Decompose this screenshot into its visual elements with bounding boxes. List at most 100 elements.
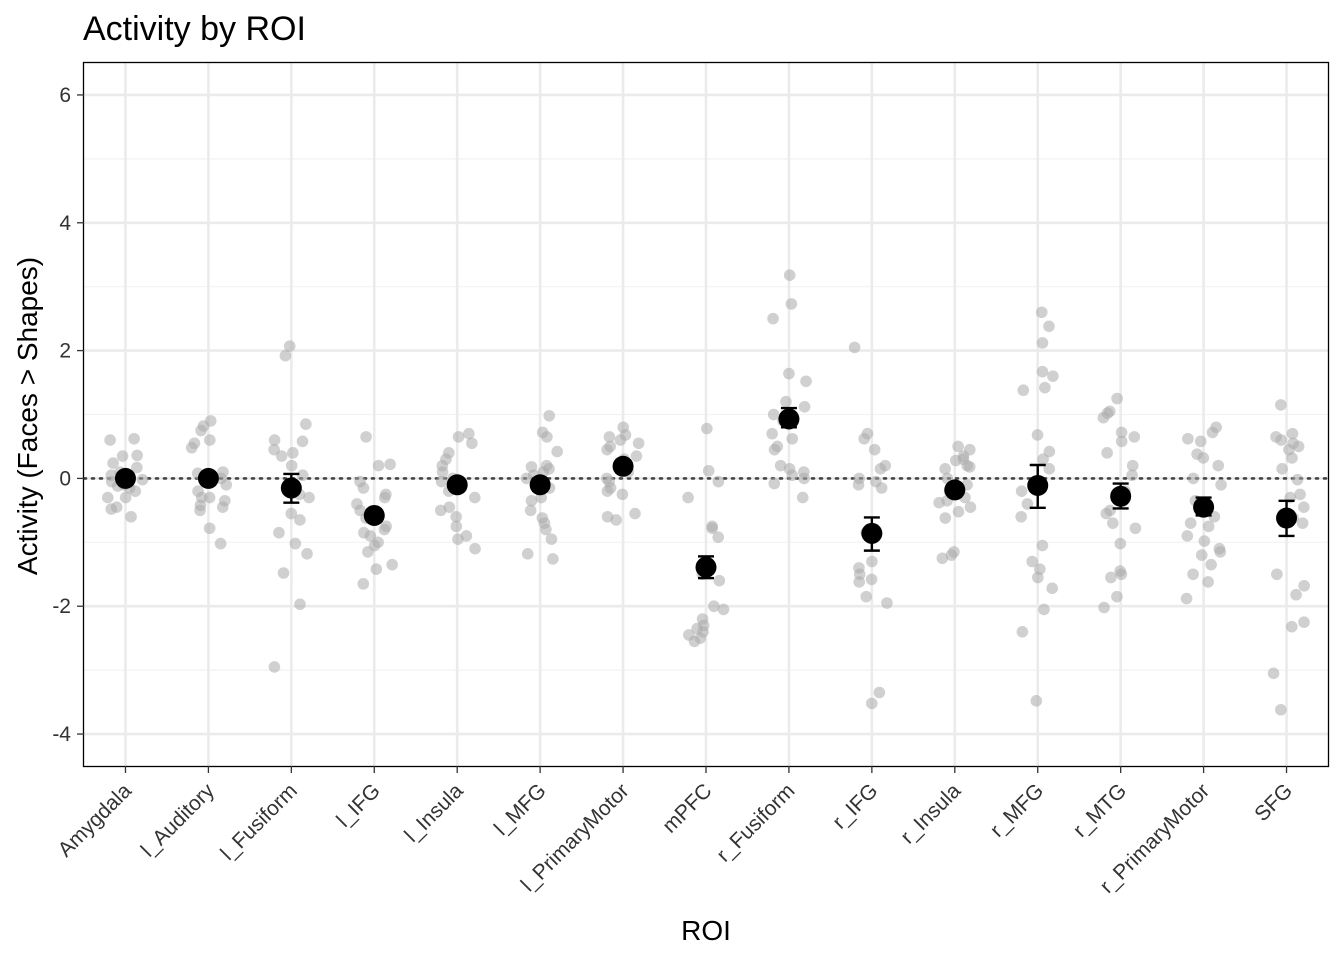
data-point [543,409,556,422]
data-point [800,375,812,388]
data-point [466,437,478,450]
data-point [786,432,799,445]
data-point [105,503,118,515]
data-point [1205,558,1217,571]
data-point [1115,426,1128,439]
data-point [1214,546,1227,558]
data-point [783,367,795,380]
data-point [105,475,118,488]
data-point [1036,337,1049,349]
data-point [469,542,481,555]
data-point [119,491,132,504]
data-point [881,597,893,609]
data-point [1111,590,1123,603]
data-point [275,450,288,462]
data-point [107,457,119,469]
data-point [766,427,778,440]
data-point [1286,427,1299,440]
x-tick-label: Amygdala [54,779,137,862]
data-point [798,472,810,485]
data-point [300,418,312,430]
data-point [521,548,534,560]
data-point [547,553,559,565]
data-point [713,574,726,587]
data-point [1215,479,1227,491]
y-axis-ticks: -4 -2 0 2 4 6 [52,84,84,746]
data-point [1015,510,1027,523]
data-point [701,422,713,435]
mean-point [1110,485,1132,507]
data-point [796,491,809,504]
data-point [194,499,207,512]
data-point [551,445,564,458]
data-point [1097,411,1110,424]
data-point [688,635,701,648]
y-tick-label: -4 [52,723,71,746]
data-point [386,558,398,571]
x-axis-title: ROI [681,915,731,946]
data-point [964,501,977,513]
mean-point [1027,474,1049,496]
data-point [450,510,463,523]
data-point [1031,429,1044,441]
data-point [203,434,216,446]
data-point [601,443,613,456]
data-point [1291,473,1304,486]
data-point [357,578,370,590]
x-tick-label: l_IFG [332,779,385,832]
data-point [1047,370,1059,382]
data-point [1285,620,1298,633]
data-point [1115,435,1128,448]
data-point [1197,452,1210,464]
data-point [289,537,302,550]
mean-point [114,467,136,489]
mean-point [280,477,302,499]
data-point [268,434,281,446]
data-point [874,463,887,475]
data-point [708,600,720,613]
y-tick-label: -2 [52,595,71,618]
data-point [1016,625,1029,638]
x-tick-label: r_IFG [828,779,882,833]
data-point [1292,440,1305,453]
y-axis-title: Activity (Faces > Shapes) [12,257,43,575]
data-point [1206,426,1219,439]
data-point [545,533,558,545]
data-point [362,546,374,558]
data-point [1036,365,1049,378]
data-point [1015,485,1028,497]
data-point [452,431,465,443]
data-point [610,514,622,526]
data-point [463,427,475,440]
data-point [866,555,878,568]
individual-points [101,269,1310,716]
data-point [1275,703,1287,716]
data-point [296,435,309,448]
data-point [939,512,952,524]
data-point [875,482,888,494]
data-point [1100,507,1113,520]
data-point [101,491,114,504]
data-point [195,424,207,437]
data-point [469,491,481,504]
data-point [216,501,229,513]
data-point [1126,459,1139,472]
data-point [525,494,538,507]
data-point [939,463,951,475]
data-point [287,447,299,459]
data-point [1043,445,1056,458]
data-point [860,590,873,603]
data-point [601,485,614,497]
data-point [283,340,296,352]
data-point [285,507,298,520]
data-point [128,432,140,445]
mean-point [529,474,551,496]
data-point [1275,434,1287,446]
data-point [279,349,292,362]
data-point [952,440,964,453]
data-point [774,459,787,472]
data-point [1275,399,1287,411]
mean-point [446,474,468,496]
